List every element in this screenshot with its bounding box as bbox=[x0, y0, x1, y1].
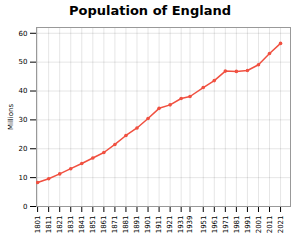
svg-text:1991: 1991 bbox=[244, 216, 252, 234]
svg-text:1921: 1921 bbox=[166, 216, 174, 234]
svg-text:1981: 1981 bbox=[233, 216, 241, 234]
svg-text:50: 50 bbox=[19, 58, 28, 66]
svg-text:2021: 2021 bbox=[277, 216, 285, 234]
svg-text:1881: 1881 bbox=[122, 216, 130, 234]
svg-text:1851: 1851 bbox=[89, 216, 97, 234]
svg-text:2001: 2001 bbox=[255, 216, 263, 234]
svg-text:1891: 1891 bbox=[133, 216, 141, 234]
svg-text:1841: 1841 bbox=[78, 216, 86, 234]
svg-text:Millions: Millions bbox=[7, 104, 15, 131]
svg-text:1931: 1931 bbox=[177, 216, 185, 234]
svg-text:1961: 1961 bbox=[211, 216, 219, 234]
svg-text:1911: 1911 bbox=[155, 216, 163, 234]
svg-text:1971: 1971 bbox=[222, 216, 230, 234]
svg-text:1951: 1951 bbox=[199, 216, 207, 234]
svg-text:20: 20 bbox=[19, 145, 28, 153]
svg-text:1901: 1901 bbox=[144, 216, 152, 234]
svg-text:1831: 1831 bbox=[67, 216, 75, 234]
svg-text:1939: 1939 bbox=[186, 216, 194, 234]
svg-text:60: 60 bbox=[19, 30, 28, 38]
svg-text:40: 40 bbox=[19, 87, 28, 95]
svg-text:1821: 1821 bbox=[56, 216, 64, 234]
svg-text:10: 10 bbox=[19, 174, 28, 182]
html-text:Population of England: Population of England bbox=[69, 3, 231, 18]
svg-text:0: 0 bbox=[23, 203, 27, 211]
svg-text:2011: 2011 bbox=[266, 216, 274, 234]
svg-text:1801: 1801 bbox=[34, 216, 42, 234]
svg-text:1811: 1811 bbox=[45, 216, 53, 234]
svg-text:1871: 1871 bbox=[111, 216, 119, 234]
svg-text:1861: 1861 bbox=[100, 216, 108, 234]
svg-text:30: 30 bbox=[19, 116, 28, 124]
